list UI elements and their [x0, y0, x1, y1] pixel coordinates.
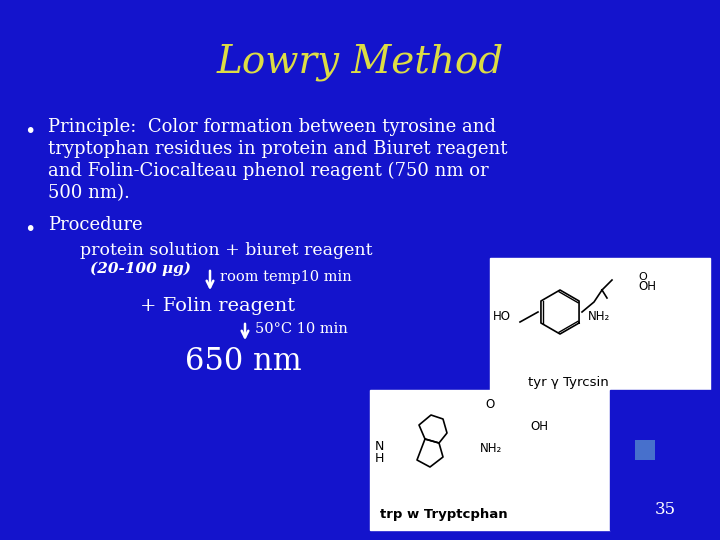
Text: O: O — [485, 398, 494, 411]
Text: trp w Tryptcphan: trp w Tryptcphan — [380, 508, 508, 521]
Text: 650 nm: 650 nm — [185, 346, 302, 377]
Text: tryptophan residues in protein and Biuret reagent: tryptophan residues in protein and Biure… — [48, 140, 508, 158]
Text: Lowry Method: Lowry Method — [217, 43, 503, 81]
Text: •: • — [24, 220, 36, 239]
Text: H: H — [375, 452, 384, 465]
Text: room temp10 min: room temp10 min — [220, 270, 352, 284]
Bar — [635, 440, 655, 460]
Text: and Folin-Ciocalteau phenol reagent (750 nm or: and Folin-Ciocalteau phenol reagent (750… — [48, 162, 489, 180]
Text: protein solution + biuret reagent: protein solution + biuret reagent — [80, 242, 372, 259]
Text: NH₂: NH₂ — [480, 442, 503, 455]
Text: (20-100 μg): (20-100 μg) — [90, 262, 191, 276]
Text: •: • — [24, 122, 36, 141]
Text: + Folin reagent: + Folin reagent — [140, 297, 295, 315]
Text: NH₂: NH₂ — [588, 310, 611, 323]
Text: OH: OH — [638, 280, 656, 293]
Text: 35: 35 — [654, 502, 675, 518]
Bar — [490, 258, 710, 398]
Text: OH: OH — [530, 420, 548, 433]
Text: N: N — [375, 440, 384, 453]
Bar — [610, 390, 720, 530]
Text: Procedure: Procedure — [48, 216, 143, 234]
Bar — [370, 390, 610, 530]
Text: Principle:  Color formation between tyrosine and: Principle: Color formation between tyros… — [48, 118, 496, 136]
Text: 500 nm).: 500 nm). — [48, 184, 130, 202]
Text: O: O — [638, 272, 647, 282]
Text: tyr γ Tyrcsin: tyr γ Tyrcsin — [528, 376, 608, 389]
Text: 50°C 10 min: 50°C 10 min — [255, 322, 348, 336]
Text: HO: HO — [493, 310, 511, 323]
